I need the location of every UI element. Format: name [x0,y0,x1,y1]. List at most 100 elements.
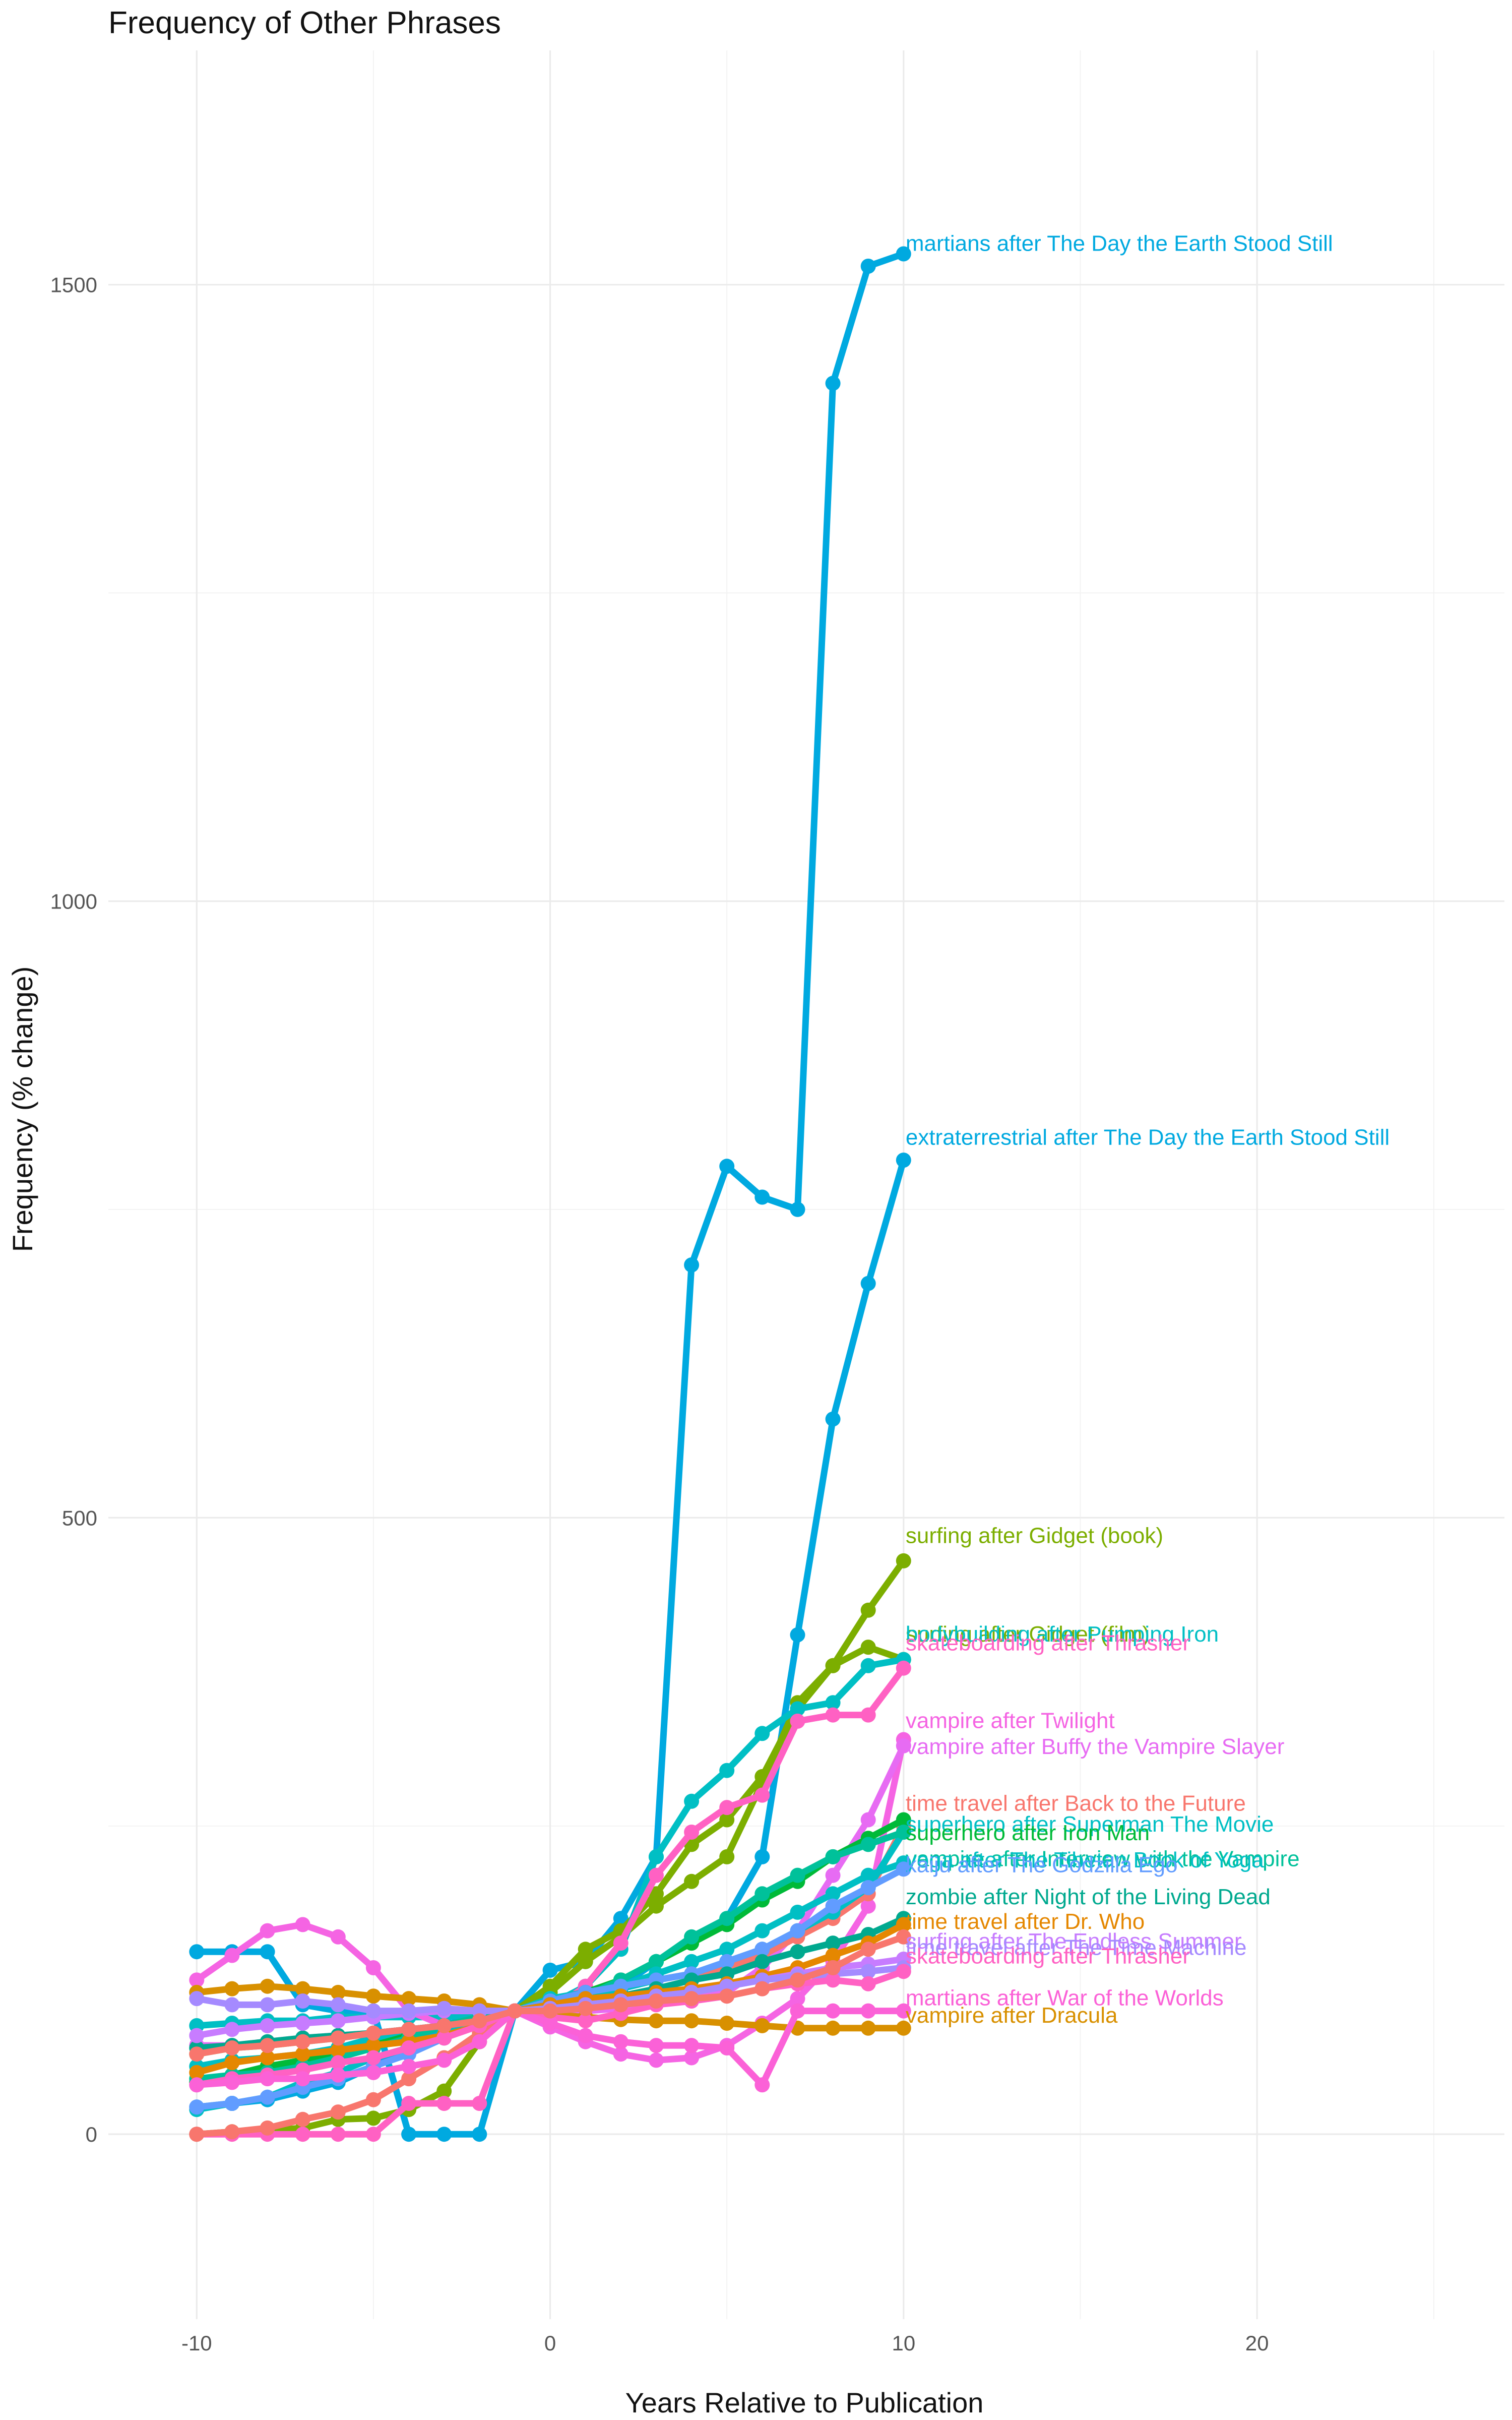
data-point [754,1189,770,1205]
data-point [613,1997,628,2013]
data-point [365,2003,381,2019]
data-point [860,1812,876,1828]
data-point [896,2020,911,2036]
data-point [649,1898,664,1914]
data-point [224,2055,240,2071]
data-point [684,1825,700,1840]
data-point [330,1984,346,2000]
series-end-label: extraterrestrial after The Day the Earth… [906,1125,1390,1150]
data-point [860,1942,876,1957]
data-point [754,1886,770,1902]
data-point [365,2127,381,2142]
data-point [260,2050,275,2066]
series-end-label: vampire after Twilight [906,1708,1115,1733]
data-point [224,2022,240,2037]
data-point [825,1707,841,1723]
data-point [295,2034,310,2049]
data-point [613,2034,628,2049]
data-point [825,2020,841,2036]
data-point [260,2120,275,2136]
data-point [825,1935,841,1951]
series-end-label: kaiju after The Godzilla Ego [906,1853,1178,1878]
data-point [790,1627,805,1643]
data-point [189,2127,205,2142]
data-point [189,1972,205,1988]
data-point [472,2013,487,2029]
data-point [613,2046,628,2062]
data-point [649,1849,664,1864]
x-tick-label: 10 [892,2331,915,2355]
data-point [436,2030,452,2046]
data-point [649,1867,664,1883]
data-point [295,2046,310,2062]
data-point [719,1954,735,1969]
data-point [436,2096,452,2111]
data-point [401,1991,417,2007]
data-point [825,1960,841,1975]
data-point [860,1837,876,1852]
data-point [825,2003,841,2019]
y-tick-label: 0 [86,2123,97,2146]
data-point [401,2096,417,2111]
data-point [295,2071,310,2087]
series-end-label: vampire after Interview with the Vampire [906,1846,1300,1871]
data-point [825,1658,841,1673]
data-point [896,1929,911,1945]
data-point [896,1738,911,1753]
data-point [790,1972,805,1988]
data-point [719,1763,735,1778]
series-end-label: surfing after The Endless Summer [906,1929,1242,1954]
data-point [896,1553,911,1568]
data-point [684,2013,700,2029]
data-point [401,2003,417,2019]
data-point [224,2075,240,2090]
data-point [860,1707,876,1723]
data-point [754,1787,770,1803]
series-end-label: skateboarding after Thrasher [906,1630,1190,1655]
data-point [684,1954,700,1969]
data-point [860,1867,876,1883]
data-point [260,2038,275,2053]
data-point [790,2003,805,2019]
data-point [684,1991,700,2007]
series-end-label: time travel after Dr. Who [906,1909,1145,1934]
data-point [260,2071,275,2087]
data-point [436,2127,452,2142]
data-point [860,1276,876,1291]
series-labels: martians after The Day the Earth Stood S… [906,231,1390,2028]
data-point [649,1993,664,2009]
data-point [684,1929,700,1945]
data-point [719,1988,735,2004]
series-21 [189,1929,911,2062]
series-end-label: zombie after Night of the Living Dead [906,1885,1271,1909]
data-point [684,1793,700,1809]
data-point [295,2111,310,2127]
y-tick-label: 1500 [50,273,97,297]
data-point [260,1997,275,2013]
data-point [860,259,876,274]
data-point [613,1935,628,1951]
series-end-label: surfing after Gidget (film) [906,1622,1150,1647]
data-point [365,2110,381,2126]
data-point [896,1153,911,1168]
x-tick-label: 20 [1245,2331,1269,2355]
data-point [825,376,841,391]
data-point [719,1849,735,1864]
series-end-label: time travel after Back to the Future [906,1791,1246,1816]
data-point [224,1981,240,1996]
data-point [295,1917,310,1932]
data-point [436,2018,452,2033]
series-end-label: vampire after Buffy the Vampire Slayer [906,1734,1285,1759]
data-point [542,2016,558,2031]
data-point [224,2124,240,2140]
data-point [189,1991,205,2007]
data-point [472,2096,487,2111]
data-point [790,1713,805,1729]
data-point [860,2020,876,2036]
data-point [224,2040,240,2055]
y-tick-label: 1000 [50,890,97,914]
data-point [790,1991,805,2007]
data-point [578,1942,593,1957]
data-point [330,2127,346,2142]
data-point [790,1867,805,1883]
